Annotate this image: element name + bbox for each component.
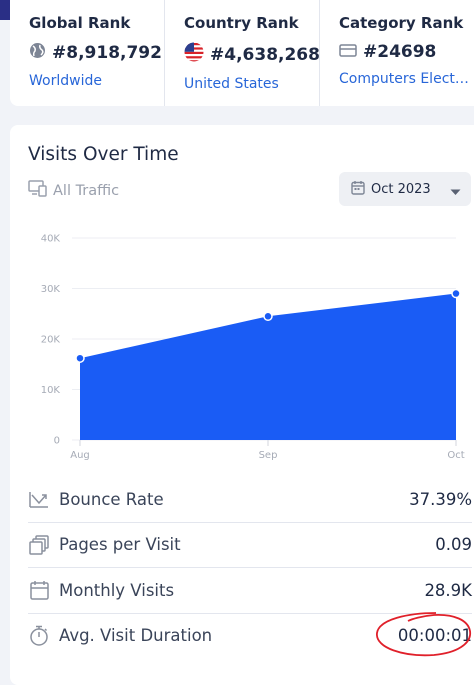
metric-label: Monthly Visits [59,580,175,600]
y-tick-label: 10K [41,385,61,396]
metric-value: 37.39% [409,489,472,509]
global-rank: Global Rank #8,918,792 Worldwide [10,0,165,106]
country-rank-value: #4,638,268 [210,44,320,65]
y-axis-ticks: 0 10K 20K 30K 40K [41,234,61,447]
corner-marker [0,0,12,20]
metric-label: Pages per Visit [59,535,181,555]
metrics-list: Bounce Rate 37.39% Pages per Visit 0.09 [28,477,472,658]
traffic-filter[interactable]: All Traffic [28,180,119,201]
metric-pages-per-visit: Pages per Visit 0.09 [28,523,472,568]
category-rank: Category Rank #24698 Computers Electroni… [320,0,474,106]
united-states-link[interactable]: United States [184,76,279,92]
category-link[interactable]: Computers Electronics and Technology [339,71,473,87]
metric-label: Bounce Rate [59,489,164,509]
worldwide-link[interactable]: Worldwide [29,73,102,89]
x-axis-ticks: Aug Sep Oct [70,440,465,461]
visits-chart: 0 10K 20K 30K 40K Aug Sep Oct [41,234,465,462]
y-tick-label: 0 [54,436,60,447]
metric-value: 28.9K [424,580,472,600]
visits-card: Visits Over Time All Traffic Oct 2023 [10,125,474,685]
us-flag-icon [184,42,204,67]
global-rank-value: #8,918,792 [52,43,162,63]
stopwatch-icon [28,625,50,647]
metric-value: 00:00:01 [397,626,472,646]
x-tick-label: Aug [70,450,90,461]
month-value: Oct 2023 [371,181,431,197]
rank-card: Global Rank #8,918,792 Worldwide Country… [10,0,474,106]
metric-bounce-rate: Bounce Rate 37.39% [28,477,472,523]
global-rank-title: Global Rank [29,14,131,32]
category-icon [339,42,357,62]
chevron-down-icon [450,185,461,200]
data-point [75,353,85,363]
calendar-icon [28,579,50,601]
globe-icon [29,42,46,64]
metric-value: 0.09 [435,535,472,555]
data-point [451,288,461,299]
country-rank: Country Rank #4,638,268 [165,0,320,106]
x-tick-label: Sep [259,450,278,461]
category-rank-title: Category Rank [339,14,464,32]
metric-label: Avg. Visit Duration [59,626,213,646]
devices-icon [28,180,47,201]
traffic-label: All Traffic [53,182,120,199]
metric-monthly-visits: Monthly Visits 28.9K [28,568,472,614]
category-rank-value: #24698 [363,42,437,62]
month-select[interactable]: Oct 2023 [339,172,471,206]
y-tick-label: 40K [41,234,61,245]
area-fill [80,293,456,440]
x-tick-label: Oct [447,450,464,461]
y-tick-label: 30K [41,284,61,295]
data-point [263,311,273,322]
pages-icon [28,534,50,556]
visits-title: Visits Over Time [28,144,179,165]
bounce-icon [28,488,50,510]
y-tick-label: 20K [41,335,61,346]
chart-area-series [75,288,461,440]
calendar-icon [351,180,365,199]
country-rank-title: Country Rank [184,14,299,32]
metric-avg-visit-duration: Avg. Visit Duration 00:00:01 [28,614,472,659]
